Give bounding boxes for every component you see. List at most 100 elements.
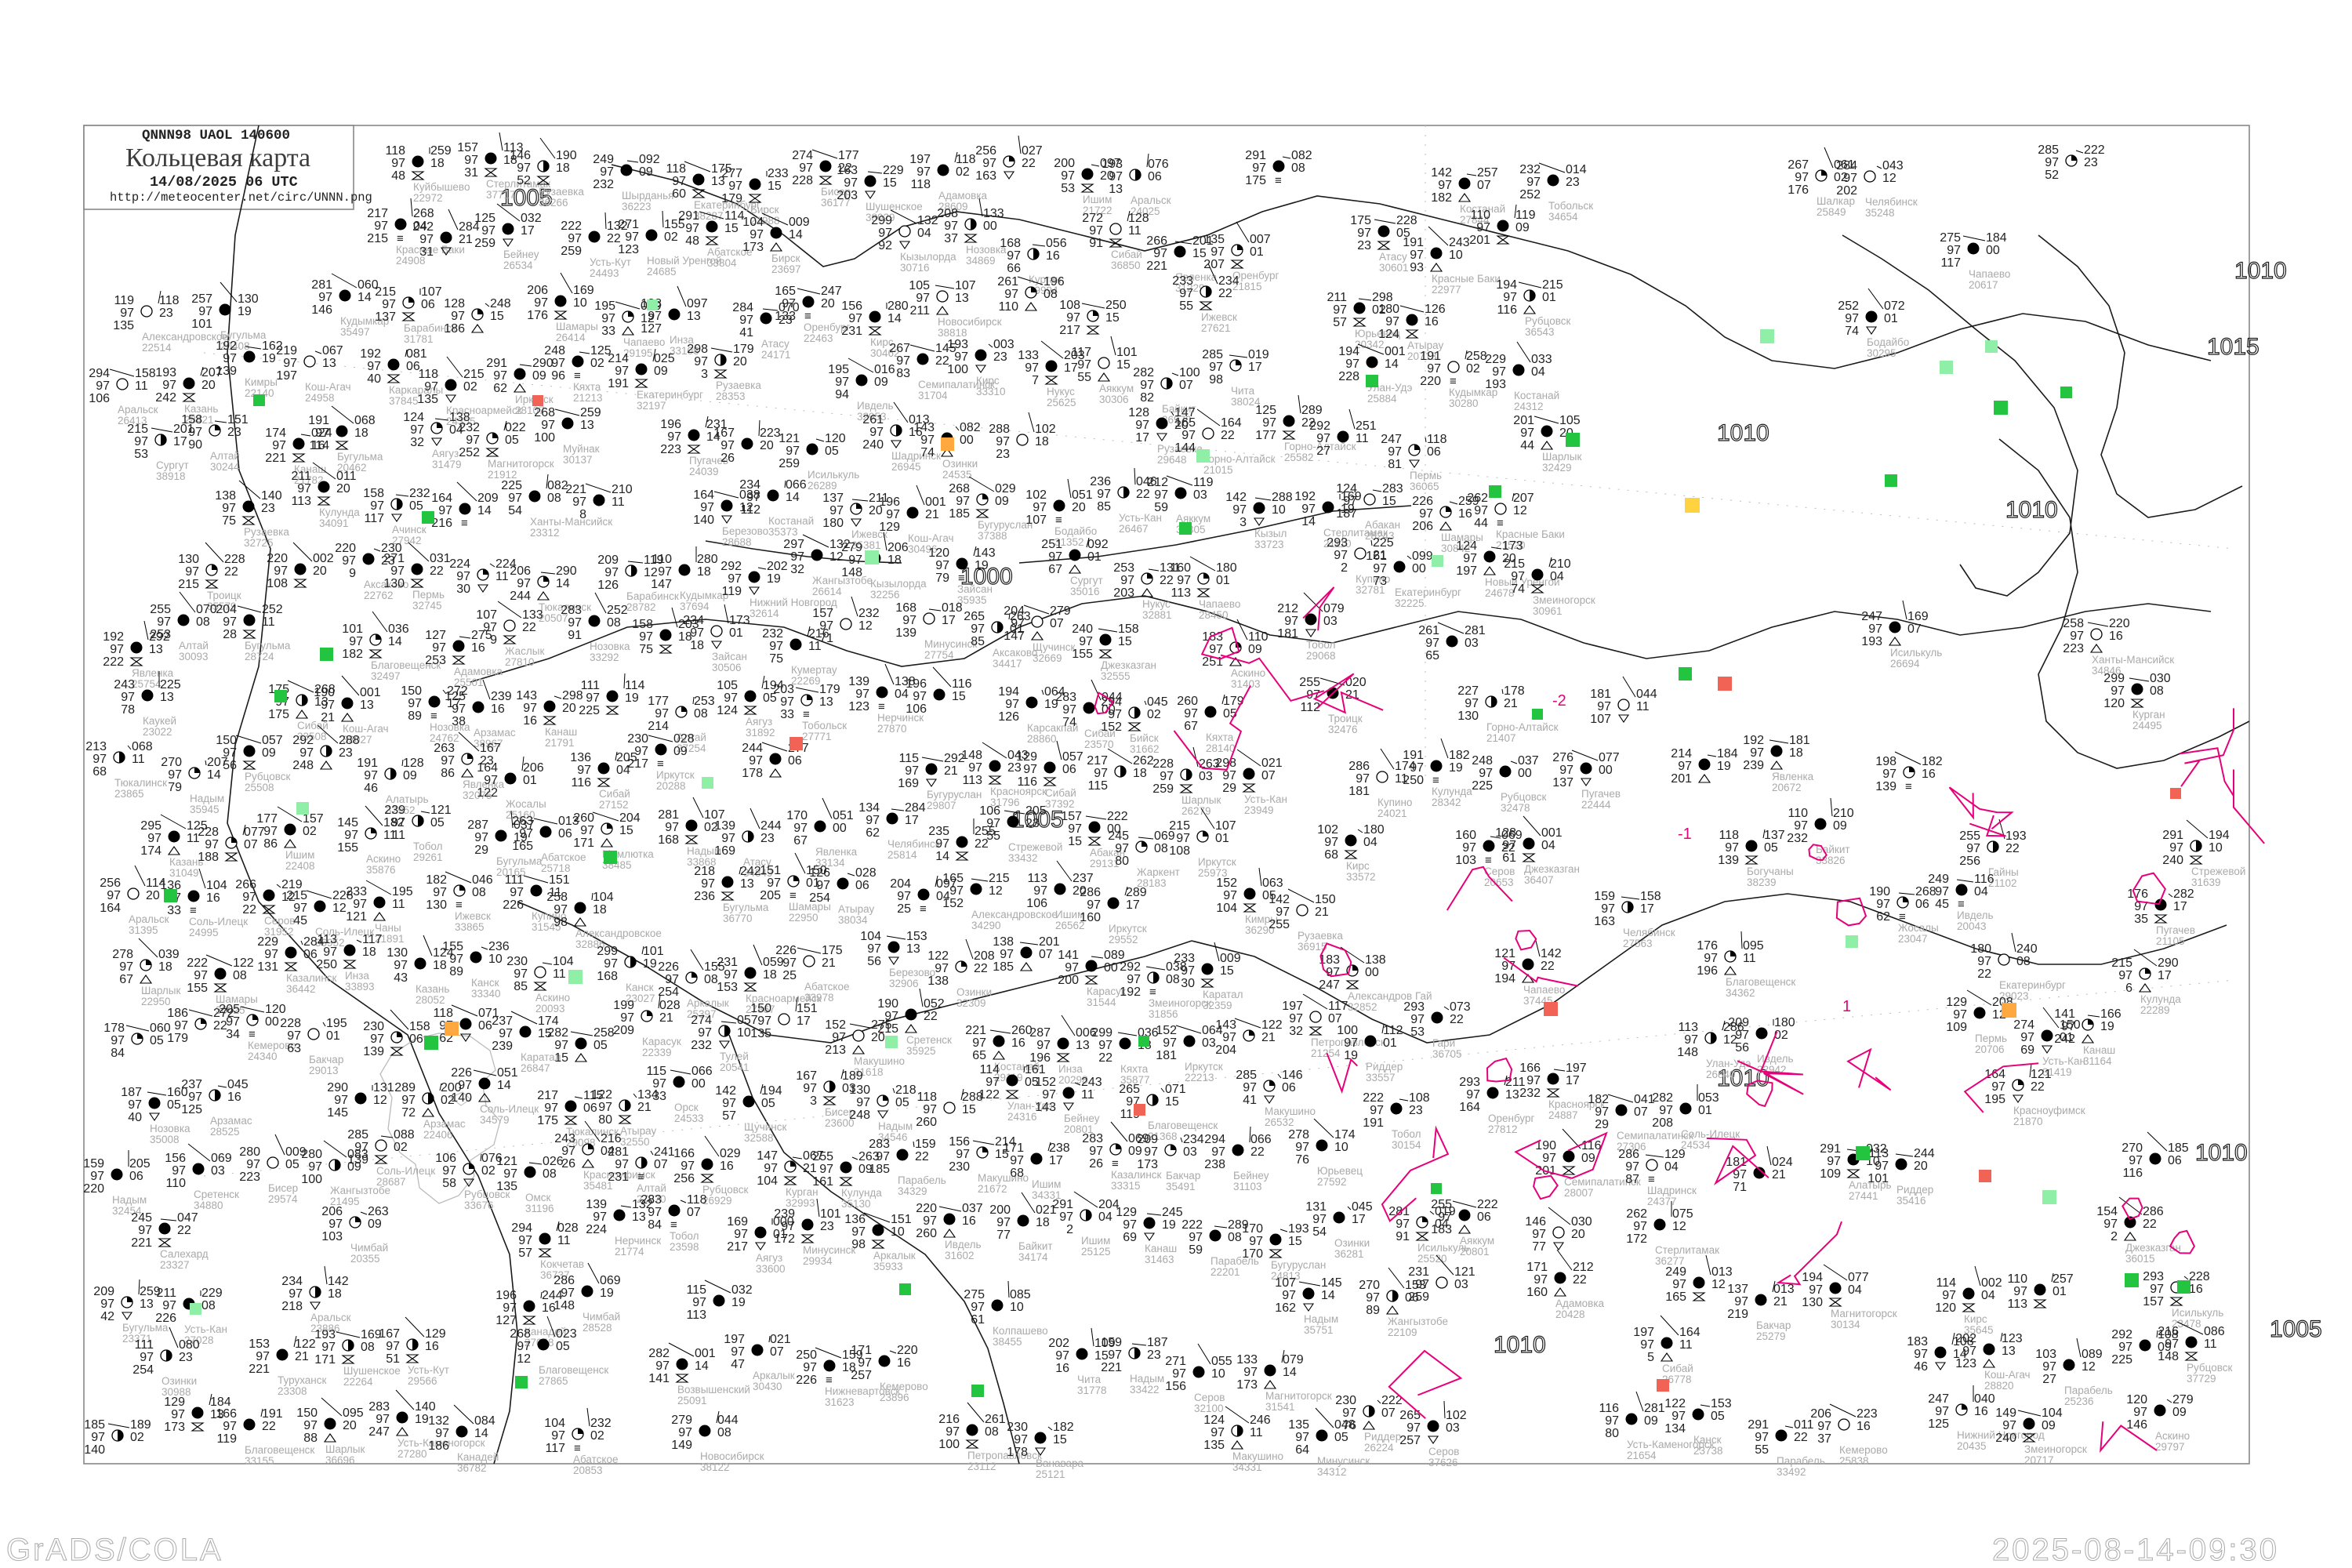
svg-text:07: 07 <box>1179 379 1193 392</box>
svg-text:08: 08 <box>1291 162 1305 175</box>
svg-text:97: 97 <box>1061 169 1075 183</box>
svg-text:37: 37 <box>1817 1432 1831 1446</box>
svg-text:18: 18 <box>1036 1216 1050 1229</box>
svg-text:Возвышенский: Возвышенский <box>677 1384 750 1396</box>
svg-text:Исилькуль: Исилькуль <box>2172 1307 2223 1319</box>
svg-text:21: 21 <box>321 711 335 724</box>
svg-text:29566: 29566 <box>408 1375 437 1387</box>
svg-text:182: 182 <box>1922 755 1943 768</box>
svg-text:026: 026 <box>543 1155 564 1168</box>
svg-text:125: 125 <box>1255 404 1276 417</box>
svg-text:014: 014 <box>1566 163 1587 176</box>
svg-text:055: 055 <box>1211 1355 1232 1368</box>
svg-text:57: 57 <box>518 1247 532 1260</box>
svg-text:97: 97 <box>2002 1419 2016 1432</box>
svg-text:128: 128 <box>444 297 465 310</box>
svg-text:130: 130 <box>849 1083 870 1097</box>
svg-text:97: 97 <box>1520 426 1534 440</box>
svg-text:104: 104 <box>2042 1406 2063 1420</box>
svg-text:282: 282 <box>1652 1091 1673 1105</box>
svg-text:23022: 23022 <box>143 726 172 738</box>
svg-text:Тобольск: Тобольск <box>802 720 847 731</box>
svg-text:97: 97 <box>223 746 237 760</box>
svg-text:97: 97 <box>1333 303 1347 317</box>
svg-text:023: 023 <box>556 1327 577 1341</box>
svg-text:215: 215 <box>463 368 485 381</box>
svg-text:97: 97 <box>1120 574 1134 587</box>
svg-text:21: 21 <box>1315 906 1329 919</box>
svg-text:242: 242 <box>155 391 176 405</box>
svg-text:97: 97 <box>452 702 466 716</box>
svg-text:33: 33 <box>652 1090 666 1103</box>
svg-text:189: 189 <box>130 1418 151 1432</box>
svg-text:21213: 21213 <box>573 392 603 404</box>
svg-text:01: 01 <box>1087 550 1102 564</box>
svg-text:97: 97 <box>391 816 405 829</box>
svg-text:045: 045 <box>227 1078 249 1091</box>
svg-text:186: 186 <box>167 1007 188 1020</box>
svg-text:Шадринск: Шадринск <box>1647 1185 1697 1196</box>
svg-text:97: 97 <box>1301 503 1316 516</box>
svg-text:145: 145 <box>337 816 358 829</box>
svg-text:28: 28 <box>223 628 237 641</box>
svg-text:197: 197 <box>1566 1062 1587 1075</box>
svg-text:97: 97 <box>1419 507 1433 521</box>
svg-text:33422: 33422 <box>1130 1384 1160 1396</box>
svg-text:Усть-Кан: Усть-Кан <box>1244 793 1287 805</box>
svg-text:120: 120 <box>825 432 846 445</box>
svg-text:30: 30 <box>1181 977 1195 990</box>
svg-text:Ханты-Мансийск: Ханты-Мансийск <box>2092 654 2174 666</box>
svg-text:14: 14 <box>887 312 902 325</box>
svg-text:94: 94 <box>835 388 849 401</box>
svg-text:149: 149 <box>1995 1406 2016 1420</box>
svg-text:285: 285 <box>1202 348 1223 361</box>
svg-text:208: 208 <box>937 207 958 220</box>
svg-text:Кулунда: Кулунда <box>319 506 360 518</box>
svg-text:22: 22 <box>1136 488 1150 501</box>
svg-text:217: 217 <box>727 1240 748 1254</box>
svg-text:22264: 22264 <box>343 1376 373 1388</box>
svg-text:17: 17 <box>173 435 187 448</box>
svg-text:077: 077 <box>244 826 265 839</box>
svg-text:1010: 1010 <box>1717 420 1769 446</box>
svg-text:13: 13 <box>1109 183 1123 196</box>
svg-text:222: 222 <box>187 956 208 970</box>
svg-text:97: 97 <box>483 621 497 634</box>
svg-text:97: 97 <box>456 570 470 583</box>
svg-text:159: 159 <box>915 1138 936 1151</box>
svg-text:97: 97 <box>205 838 219 851</box>
svg-text:192: 192 <box>216 339 237 353</box>
svg-text:166: 166 <box>2100 1007 2122 1021</box>
svg-text:116: 116 <box>1017 775 1037 789</box>
svg-text:10: 10 <box>1010 1301 1024 1314</box>
svg-text:Алтай: Алтай <box>637 1182 666 1194</box>
svg-text:97: 97 <box>884 1010 898 1023</box>
svg-text:97: 97 <box>690 626 704 640</box>
svg-text:Шарлык: Шарлык <box>1181 794 1221 806</box>
svg-text:287: 287 <box>467 818 488 832</box>
svg-text:28724: 28724 <box>245 651 274 662</box>
svg-text:97: 97 <box>577 764 591 777</box>
svg-text:236: 236 <box>488 940 510 953</box>
svg-text:97: 97 <box>769 640 783 653</box>
svg-text:229: 229 <box>257 935 278 949</box>
svg-text:248: 248 <box>292 759 314 772</box>
svg-text:97: 97 <box>2042 1360 2056 1374</box>
svg-text:144: 144 <box>1174 441 1196 455</box>
svg-text:07: 07 <box>1050 617 1064 630</box>
svg-text:261: 261 <box>985 1413 1006 1426</box>
svg-text:97: 97 <box>1077 358 1091 372</box>
svg-text:140: 140 <box>415 1400 436 1414</box>
svg-text:295: 295 <box>140 819 162 833</box>
svg-text:230: 230 <box>627 732 648 746</box>
svg-text:037: 037 <box>962 1202 983 1215</box>
svg-text:209: 209 <box>93 1285 114 1298</box>
svg-text:197: 197 <box>724 1333 745 1346</box>
svg-text:33572: 33572 <box>1346 871 1376 883</box>
svg-text:03: 03 <box>1323 615 1338 628</box>
svg-text:22444: 22444 <box>1581 799 1611 811</box>
svg-text:32309: 32309 <box>956 997 986 1009</box>
svg-text:07: 07 <box>1039 948 1053 961</box>
svg-text:97: 97 <box>935 962 949 975</box>
svg-text:97: 97 <box>308 1160 322 1174</box>
